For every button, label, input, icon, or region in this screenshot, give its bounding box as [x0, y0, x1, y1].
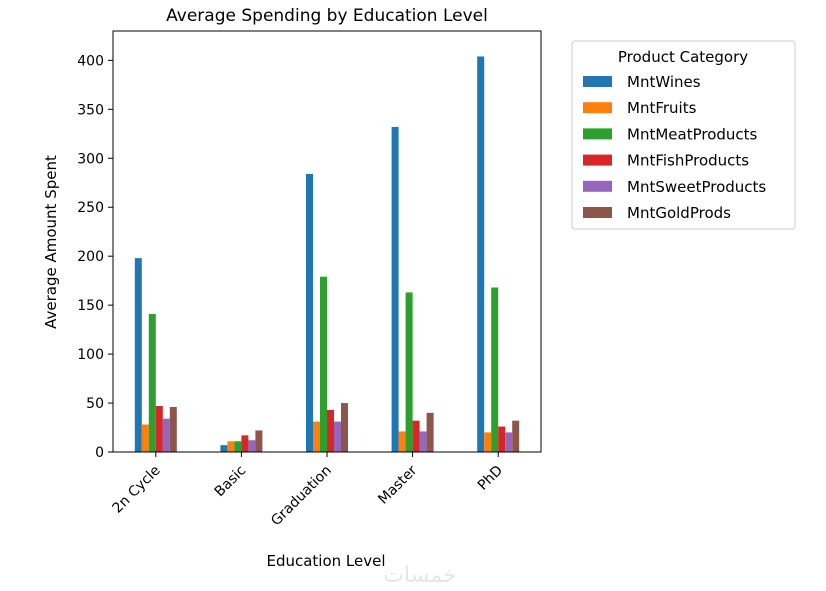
bar-MntMeatProducts-Basic — [234, 441, 242, 452]
bar-MntGoldProds-PhD — [512, 420, 520, 452]
y-tick-label: 100 — [77, 347, 104, 363]
y-tick-label: 50 — [86, 396, 104, 412]
bar-MntWines-2n-Cycle — [134, 258, 142, 452]
bar-MntFishProducts-Graduation — [327, 409, 334, 452]
x-tick-label: PhD — [475, 463, 506, 494]
bar-MntFruits-Master — [398, 431, 406, 452]
bar-MntFishProducts-2n-Cycle — [155, 405, 163, 452]
bar-MntGoldProds-Graduation — [341, 403, 348, 452]
bar-MntFishProducts-PhD — [498, 426, 506, 452]
x-axis-label: Education Level — [266, 552, 385, 570]
y-tick-label: 400 — [77, 53, 104, 69]
bar-MntFishProducts-Basic — [241, 435, 249, 452]
legend-label-MntGoldProds: MntGoldProds — [627, 204, 731, 222]
y-tick-label: 250 — [77, 200, 104, 216]
bar-MntSweetProducts-Graduation — [334, 421, 341, 452]
legend-title: Product Category — [618, 48, 748, 66]
bars — [134, 56, 520, 453]
legend-label-MntSweetProducts: MntSweetProducts — [627, 178, 766, 196]
bar-MntWines-PhD — [477, 56, 485, 453]
y-tick-label: 0 — [95, 445, 104, 461]
bar-MntGoldProds-Master — [426, 412, 434, 452]
legend-swatch-MntFruits — [583, 102, 612, 114]
legend-label-MntFishProducts: MntFishProducts — [627, 152, 749, 170]
x-tick-label: Graduation — [268, 463, 335, 530]
bar-MntWines-Basic — [220, 445, 228, 452]
bar-MntFishProducts-Master — [412, 420, 420, 452]
watermark-text: خمسات — [383, 563, 456, 587]
bar-MntGoldProds-Basic — [255, 430, 263, 452]
legend-frame — [571, 40, 796, 230]
bar-MntMeatProducts-Master — [405, 292, 413, 452]
legend-label-MntWines: MntWines — [627, 73, 701, 91]
bar-MntSweetProducts-2n-Cycle — [162, 418, 170, 452]
bar-MntFruits-Graduation — [313, 421, 320, 452]
bar-MntFruits-Basic — [227, 441, 235, 452]
y-tick-label: 200 — [77, 249, 104, 265]
bar-MntSweetProducts-Basic — [248, 440, 256, 452]
bar-MntGoldProds-2n-Cycle — [169, 406, 177, 452]
x-tick-label: 2n Cycle — [110, 463, 164, 517]
y-tick-label: 350 — [77, 102, 104, 118]
x-tick-label: Basic — [212, 463, 250, 501]
bar-MntMeatProducts-2n-Cycle — [148, 313, 156, 452]
y-tick-label: 150 — [77, 298, 104, 314]
bar-MntMeatProducts-Graduation — [320, 276, 327, 452]
bar-MntFruits-2n-Cycle — [141, 424, 149, 452]
legend-swatch-MntFishProducts — [583, 154, 612, 166]
chart-title: Average Spending by Education Level — [166, 6, 488, 26]
legend: Product Category MntWines MntFruits MntMea… — [571, 40, 796, 230]
legend-swatch-MntGoldProds — [583, 207, 612, 218]
x-tick-label: Master — [375, 462, 420, 507]
legend-label-MntMeatProducts: MntMeatProducts — [627, 125, 758, 143]
legend-label-MntFruits: MntFruits — [627, 99, 697, 117]
bar-MntFruits-PhD — [484, 432, 492, 452]
y-tick-label: 300 — [77, 151, 104, 167]
legend-swatch-MntSweetProducts — [583, 180, 612, 192]
legend-swatch-MntWines — [583, 76, 612, 87]
bar-MntSweetProducts-PhD — [505, 432, 513, 452]
y-axis-label: Average Amount Spent — [42, 155, 60, 329]
bar-MntMeatProducts-PhD — [491, 287, 499, 452]
y-axis: 0 50 100 150 200 250 300 350 400 — [77, 53, 113, 461]
bar-MntWines-Master — [391, 126, 399, 452]
x-axis: 2n Cycle Basic Graduation Master PhD — [110, 452, 506, 529]
bar-MntSweetProducts-Master — [419, 431, 427, 452]
legend-swatch-MntMeatProducts — [583, 128, 612, 140]
bar-MntWines-Graduation — [306, 173, 313, 452]
